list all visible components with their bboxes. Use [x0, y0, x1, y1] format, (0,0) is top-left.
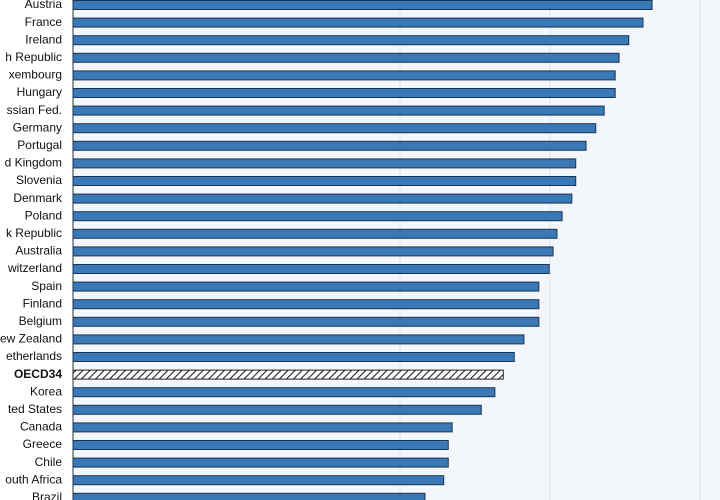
bar: [72, 70, 616, 81]
y-tick-label: k Republic: [6, 226, 62, 240]
y-tick-label: Germany: [13, 120, 62, 134]
bar: [72, 17, 644, 28]
y-tick-label: Korea: [30, 384, 62, 398]
bar: [72, 35, 630, 46]
bar: [72, 211, 563, 222]
y-tick-label: d Kingdom: [5, 156, 62, 170]
y-tick-label: Canada: [20, 420, 62, 434]
y-tick-label: Belgium: [19, 314, 62, 328]
bar: [72, 352, 515, 362]
y-tick-label: ssian Fed.: [7, 103, 62, 117]
y-tick-label: etherlands: [6, 349, 62, 363]
bar: [72, 158, 577, 169]
y-tick-label: Denmark: [13, 191, 63, 205]
y-tick-label: witzerland: [7, 261, 62, 275]
y-tick-label: h Republic: [5, 50, 62, 64]
y-tick-label: Greece: [23, 437, 63, 451]
bar: [72, 123, 597, 134]
bar: [72, 88, 616, 98]
y-tick-label: Hungary: [17, 85, 62, 99]
y-tick-label: ted States: [8, 402, 62, 416]
y-tick-label: Brazil: [32, 490, 62, 500]
bar: [72, 316, 540, 327]
y-tick-label: Portugal: [17, 138, 62, 152]
bar: [72, 334, 525, 345]
bar: [72, 369, 504, 380]
bar: [72, 299, 540, 310]
y-tick-label: Finland: [23, 296, 62, 310]
bar: [72, 246, 554, 257]
y-tick-label: Poland: [25, 208, 62, 222]
bar: [72, 492, 426, 500]
y-tick-label: xembourg: [9, 68, 62, 82]
y-tick-label: ew Zealand: [0, 332, 62, 346]
bar: [72, 404, 482, 415]
bar: [72, 0, 653, 10]
bar: [72, 457, 449, 468]
bar: [72, 140, 587, 151]
y-tick-label: France: [25, 15, 63, 29]
bar: [72, 176, 577, 186]
bar: [72, 52, 620, 63]
bar: [72, 387, 496, 398]
y-tick-label: Ireland: [25, 32, 62, 46]
bar: [72, 105, 605, 116]
y-tick-label: Chile: [35, 455, 63, 469]
bar: [72, 422, 453, 433]
y-tick-label: Austria: [25, 0, 63, 11]
y-tick-label: Slovenia: [16, 173, 62, 187]
bar: [72, 264, 550, 274]
bar: [72, 475, 445, 486]
y-tick-label: OECD34: [14, 367, 62, 381]
bar: [72, 228, 558, 239]
y-tick-label: Spain: [31, 279, 62, 293]
bar: [72, 440, 449, 450]
bar: [72, 193, 573, 204]
bar: [72, 281, 540, 292]
y-tick-label: outh Africa: [5, 472, 62, 486]
y-tick-label: Australia: [15, 244, 62, 258]
